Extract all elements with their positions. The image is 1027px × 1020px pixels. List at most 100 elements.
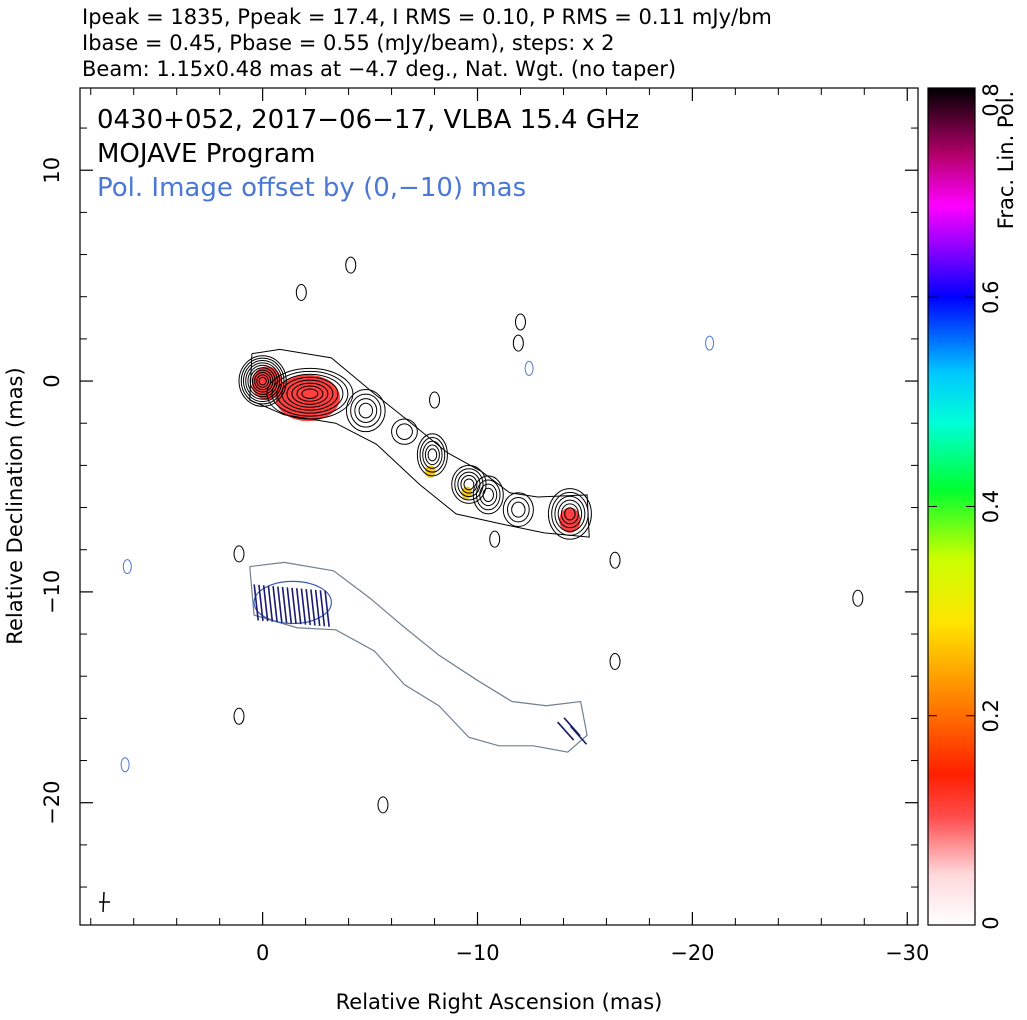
intensity-contour-outer: [249, 348, 590, 538]
noise-contours: [120, 256, 864, 814]
intensity-contour: [560, 503, 579, 525]
intensity-contour: [291, 382, 329, 405]
intensity-contour: [354, 398, 378, 423]
colorbar-label: Frac. Lin. Pol.: [994, 91, 1018, 229]
intensity-contour: [281, 376, 339, 411]
y-tick-label: 10: [40, 157, 64, 184]
polarization-contours: [249, 561, 588, 753]
noise-contour: [489, 530, 501, 548]
colorbar-tick-label: 0.4: [979, 490, 1003, 523]
intensity-contour: [482, 487, 494, 503]
noise-contour: [345, 256, 357, 274]
intensity-contour: [238, 355, 287, 407]
evpa-vector: [314, 589, 321, 626]
x-axis-label: Relative Right Ascension (mas): [336, 990, 663, 1014]
evpa-vector: [253, 584, 259, 621]
intensity-contour: [286, 379, 334, 408]
plot-frame: [79, 87, 919, 926]
evpa-vector: [557, 721, 575, 741]
intensity-contour: [276, 373, 344, 414]
intensity-contour: [258, 376, 267, 386]
evpa-vector: [291, 587, 297, 624]
noise-contour: [233, 707, 245, 725]
noise-contour: [512, 334, 524, 352]
evpa-vector: [569, 725, 588, 745]
intensity-contour: [271, 370, 349, 417]
noise-contour: [295, 284, 307, 302]
intensity-contour: [472, 475, 504, 515]
header-line-1: Ipeak = 1835, Ppeak = 17.4, I RMS = 0.10…: [82, 5, 772, 29]
polarization-contour-inner: [253, 580, 333, 625]
colorbar-tick-label: 0.6: [979, 281, 1003, 314]
intensity-contour: [301, 388, 319, 399]
polarization-contour: [249, 561, 588, 753]
evpa-vector: [267, 585, 274, 622]
evpa-vector: [310, 589, 316, 626]
intensity-contour: [247, 364, 278, 398]
evpa-vector: [305, 588, 311, 626]
source-label: 0430+052, 2017−06−17, VLBA 15.4 GHz: [97, 105, 639, 135]
y-tick-label: −10: [40, 570, 64, 614]
evpa-vector: [286, 587, 293, 624]
header-line-2: Ibase = 0.45, Pbase = 0.55 (mJy/beam), s…: [82, 31, 614, 55]
evpa-vector: [258, 584, 264, 621]
intensity-contour: [396, 423, 413, 440]
evpa-vector: [324, 590, 330, 627]
axis-ticks: 0 −10 −20 −30 10 0 −10 −20: [40, 88, 929, 965]
intensity-contour: [564, 507, 576, 521]
intensity-contour: [502, 492, 534, 528]
evpa-vector: [319, 590, 326, 627]
intensity-contour: [350, 393, 382, 428]
x-tick-label: −10: [455, 941, 499, 965]
evpa-vector: [300, 588, 307, 625]
intensity-contour: [424, 444, 440, 466]
intensity-contour: [296, 385, 324, 402]
colorbar-tick-label: 0.2: [979, 699, 1003, 732]
noise-contour: [609, 652, 621, 670]
noise-contour: [377, 796, 389, 814]
noise-contour-pol: [120, 757, 130, 773]
intensity-contour: [358, 402, 374, 419]
y-tick-label: −20: [40, 781, 64, 825]
evpa-vector: [281, 586, 288, 624]
intensity-contour: [416, 433, 448, 477]
y-tick-label: 0: [40, 374, 64, 387]
noise-contour: [852, 589, 864, 607]
intensity-contour: [422, 440, 443, 469]
intensity-contour: [554, 495, 586, 533]
intensity-contour: [256, 374, 269, 388]
intensity-contour: [454, 468, 484, 501]
intensity-contour: [419, 437, 446, 473]
intensity-contour: [345, 388, 386, 433]
intensity-contour: [245, 362, 281, 400]
pol-offset-label: Pol. Image offset by (0,−10) mas: [97, 173, 526, 203]
intensity-contour: [427, 448, 438, 462]
intensity-contour: [254, 371, 272, 391]
intensity-contour: [463, 478, 475, 491]
colorbar-tick-label: 0: [979, 916, 1003, 929]
noise-contour-pol: [705, 335, 715, 351]
header-line-3: Beam: 1.15x0.48 mas at −4.7 deg., Nat. W…: [82, 57, 676, 81]
colorbar-ticks: 0 0.2 0.4 0.6 0.8: [928, 83, 1003, 930]
intensity-contour: [479, 483, 498, 507]
colorbar-tick-label: 0.8: [979, 83, 1003, 116]
noise-contour: [429, 391, 441, 409]
x-tick-label: −20: [670, 941, 714, 965]
noise-contour: [609, 551, 621, 569]
evpa-vector: [272, 586, 278, 623]
x-tick-label: 0: [256, 941, 269, 965]
intensity-contour: [506, 496, 530, 523]
intensity-contour: [391, 418, 418, 445]
noise-contour: [233, 545, 245, 563]
program-label: MOJAVE Program: [97, 139, 315, 169]
y-axis-label: Relative Declination (mas): [3, 367, 27, 644]
intensity-contour: [242, 360, 283, 403]
intensity-contour: [460, 475, 478, 494]
beam-marker: [99, 891, 110, 913]
evpa-vector: [262, 585, 269, 622]
total-intensity-contours: [238, 348, 592, 540]
evpa-vector: [295, 588, 302, 625]
intensity-contour: [511, 501, 526, 518]
intensity-contour: [475, 479, 501, 511]
noise-contour-pol: [122, 559, 132, 575]
